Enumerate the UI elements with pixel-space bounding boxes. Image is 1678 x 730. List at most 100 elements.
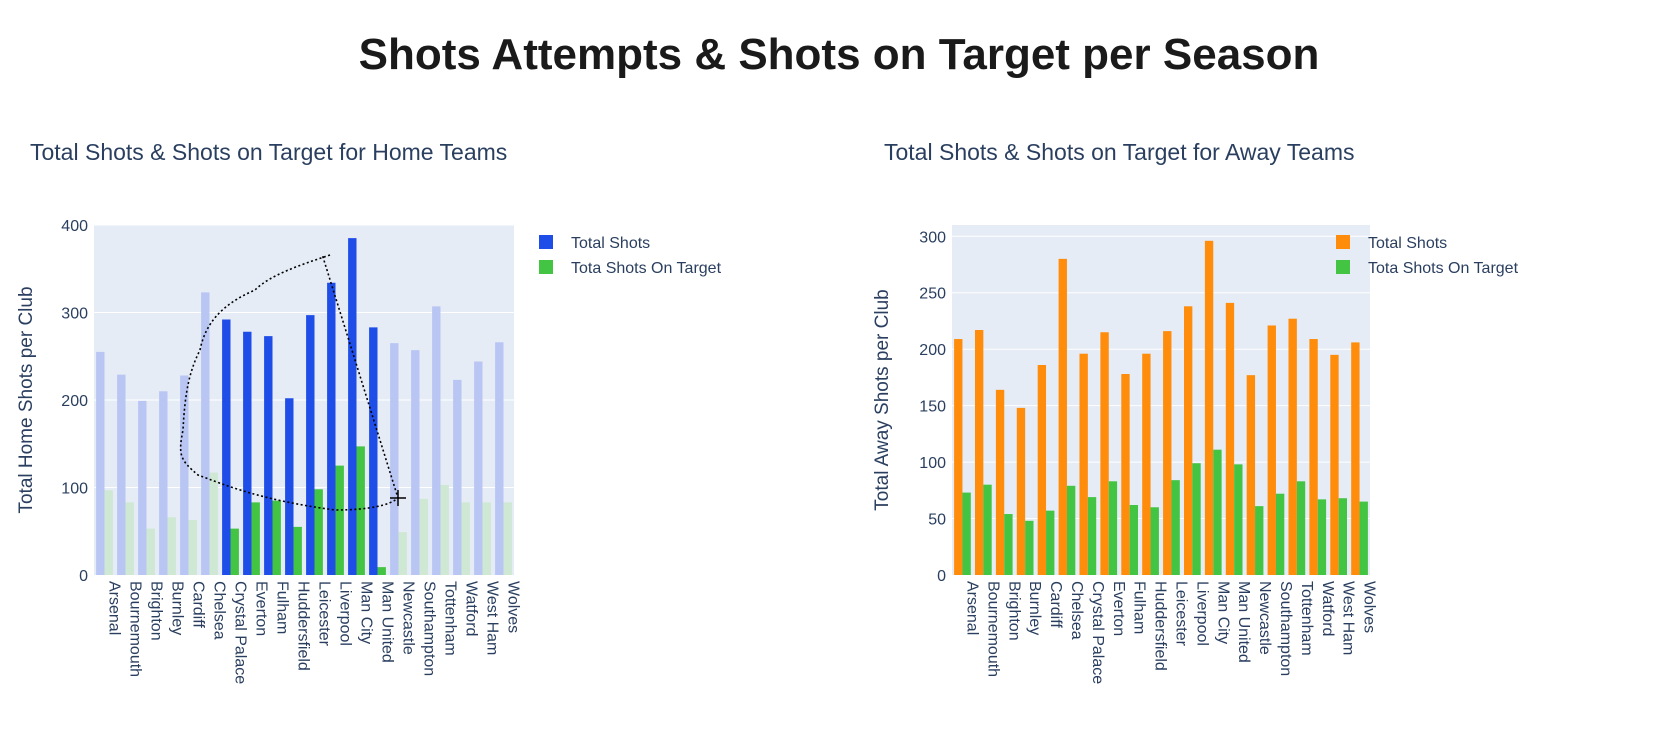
away-legend[interactable]: Total Shots Tota Shots On Target <box>1336 235 1519 277</box>
home-bar-tota-shots-on-target-huddersfield[interactable] <box>293 526 302 575</box>
away-bar-tota-shots-on-target-tottenham[interactable] <box>1296 481 1306 575</box>
home-bar-tota-shots-on-target-watford[interactable] <box>461 502 470 575</box>
home-bar-tota-shots-on-target-man-city[interactable] <box>356 446 365 575</box>
home-bar-total-shots-newcastle[interactable] <box>390 343 399 575</box>
home-bar-total-shots-bournemouth[interactable] <box>117 374 126 575</box>
away-bar-total-shots-everton[interactable] <box>1100 332 1109 575</box>
away-bar-total-shots-liverpool[interactable] <box>1183 306 1193 575</box>
away-bar-total-shots-arsenal[interactable] <box>954 339 963 575</box>
away-bar-tota-shots-on-target-fulham[interactable] <box>1129 505 1139 575</box>
home-bar-total-shots-liverpool[interactable] <box>327 282 336 575</box>
away-bar-tota-shots-on-target-man-united[interactable] <box>1234 464 1243 575</box>
away-bar-tota-shots-on-target-burnley[interactable] <box>1025 520 1034 575</box>
away-bar-tota-shots-on-target-huddersfield[interactable] <box>1150 507 1159 575</box>
home-legend-label-tota-shots-on-target[interactable]: Tota Shots On Target <box>571 260 722 277</box>
home-bar-tota-shots-on-target-man-united[interactable] <box>377 567 386 575</box>
home-legend[interactable]: Total Shots Tota Shots On Target <box>539 235 722 277</box>
home-bar-tota-shots-on-target-southampton[interactable] <box>419 498 428 575</box>
away-bar-total-shots-crystal-palace[interactable] <box>1079 353 1088 575</box>
home-bar-total-shots-tottenham[interactable] <box>432 306 441 575</box>
away-bar-tota-shots-on-target-crystal-palace[interactable] <box>1087 497 1097 575</box>
home-bar-tota-shots-on-target-leicester[interactable] <box>314 489 323 575</box>
away-bar-total-shots-chelsea[interactable] <box>1058 258 1067 575</box>
home-bar-tota-shots-on-target-crystal-palace[interactable] <box>230 528 239 575</box>
home-legend-swatch-total-shots[interactable] <box>539 235 553 249</box>
away-bar-total-shots-burnley[interactable] <box>1016 407 1026 575</box>
away-bar-tota-shots-on-target-cardiff[interactable] <box>1046 510 1055 575</box>
home-bar-total-shots-chelsea[interactable] <box>201 292 210 575</box>
home-bar-total-shots-man-united[interactable] <box>369 327 378 575</box>
away-bar-tota-shots-on-target-everton[interactable] <box>1108 481 1118 575</box>
away-plot-area[interactable] <box>952 225 1370 575</box>
away-x-axis: Arsenal Bournemouth Brighton Burnley Cardiff… <box>963 581 1377 684</box>
home-x-tick-label: Wolves <box>505 581 522 633</box>
away-bar-tota-shots-on-target-brighton[interactable] <box>1004 514 1013 575</box>
away-bar-tota-shots-on-target-bournemouth[interactable] <box>983 484 992 575</box>
home-bar-tota-shots-on-target-chelsea[interactable] <box>209 472 218 575</box>
away-bar-total-shots-leicester[interactable] <box>1163 331 1172 575</box>
away-bar-total-shots-southampton[interactable] <box>1267 325 1276 575</box>
away-bar-total-shots-bournemouth[interactable] <box>974 330 984 575</box>
away-bar-total-shots-man-united[interactable] <box>1225 302 1235 575</box>
away-legend-label-total-shots[interactable]: Total Shots <box>1368 235 1447 252</box>
home-bar-tota-shots-on-target-everton[interactable] <box>251 502 260 575</box>
home-bar-tota-shots-on-target-liverpool[interactable] <box>335 465 344 575</box>
away-bar-tota-shots-on-target-watford[interactable] <box>1317 499 1327 575</box>
home-bar-tota-shots-on-target-tottenham[interactable] <box>440 484 449 575</box>
home-bar-total-shots-watford[interactable] <box>453 379 462 575</box>
home-bar-tota-shots-on-target-brighton[interactable] <box>146 528 155 575</box>
away-bar-tota-shots-on-target-southampton[interactable] <box>1275 493 1285 575</box>
home-bar-tota-shots-on-target-burnley[interactable] <box>167 517 176 575</box>
home-bar-total-shots-huddersfield[interactable] <box>285 398 294 575</box>
home-legend-swatch-tota-shots-on-target[interactable] <box>539 260 553 274</box>
away-bar-total-shots-newcastle[interactable] <box>1246 375 1256 575</box>
home-bar-total-shots-southampton[interactable] <box>411 350 420 575</box>
away-bar-total-shots-cardiff[interactable] <box>1037 365 1047 575</box>
home-bar-total-shots-leicester[interactable] <box>306 315 315 575</box>
away-bar-total-shots-man-city[interactable] <box>1204 240 1214 575</box>
away-bar-tota-shots-on-target-chelsea[interactable] <box>1066 485 1076 575</box>
home-bar-total-shots-arsenal[interactable] <box>96 351 105 575</box>
home-bars[interactable] <box>96 238 512 575</box>
away-bar-total-shots-brighton[interactable] <box>995 389 1005 575</box>
home-bar-total-shots-everton[interactable] <box>243 331 252 575</box>
away-bar-total-shots-huddersfield[interactable] <box>1142 353 1151 575</box>
home-shots-chart[interactable]: Total Shots & Shots on Target for Home T… <box>0 130 830 710</box>
home-bar-total-shots-cardiff[interactable] <box>180 375 189 576</box>
home-x-tick-label: Liverpool <box>337 581 354 646</box>
away-bar-tota-shots-on-target-leicester[interactable] <box>1171 480 1180 575</box>
home-bar-tota-shots-on-target-west-ham[interactable] <box>482 502 491 575</box>
away-legend-label-tota-shots-on-target[interactable]: Tota Shots On Target <box>1368 260 1519 277</box>
home-bar-total-shots-man-city[interactable] <box>348 238 357 575</box>
home-bar-tota-shots-on-target-wolves[interactable] <box>503 502 512 575</box>
home-bar-total-shots-crystal-palace[interactable] <box>222 319 231 576</box>
home-bar-tota-shots-on-target-fulham[interactable] <box>272 500 281 575</box>
away-bar-total-shots-fulham[interactable] <box>1121 374 1130 575</box>
home-bar-tota-shots-on-target-arsenal[interactable] <box>104 490 113 575</box>
away-shots-chart[interactable]: Total Shots & Shots on Target for Away T… <box>852 130 1678 710</box>
home-bar-total-shots-wolves[interactable] <box>495 342 504 575</box>
home-bar-total-shots-west-ham[interactable] <box>474 361 483 576</box>
home-bar-total-shots-brighton[interactable] <box>138 400 147 575</box>
home-bar-total-shots-burnley[interactable] <box>159 391 168 575</box>
away-y-axis: 0 50 100 150 200 250 300 <box>919 229 946 585</box>
home-bar-tota-shots-on-target-cardiff[interactable] <box>188 519 197 575</box>
away-bar-total-shots-wolves[interactable] <box>1351 342 1360 575</box>
away-bar-tota-shots-on-target-newcastle[interactable] <box>1255 506 1264 575</box>
away-bar-tota-shots-on-target-arsenal[interactable] <box>962 492 971 575</box>
away-bars[interactable] <box>954 240 1368 575</box>
away-legend-swatch-total-shots[interactable] <box>1336 235 1350 249</box>
away-bar-total-shots-west-ham[interactable] <box>1330 354 1339 575</box>
away-bar-tota-shots-on-target-wolves[interactable] <box>1359 501 1368 575</box>
away-bar-tota-shots-on-target-liverpool[interactable] <box>1192 463 1201 575</box>
away-legend-swatch-tota-shots-on-target[interactable] <box>1336 260 1350 274</box>
away-bar-total-shots-watford[interactable] <box>1309 339 1318 575</box>
away-bar-total-shots-tottenham[interactable] <box>1288 318 1297 575</box>
away-bar-tota-shots-on-target-west-ham[interactable] <box>1338 498 1348 575</box>
home-bar-tota-shots-on-target-bournemouth[interactable] <box>125 502 134 575</box>
home-legend-label-total-shots[interactable]: Total Shots <box>571 235 650 252</box>
away-bar-tota-shots-on-target-man-city[interactable] <box>1213 449 1222 575</box>
home-bar-total-shots-fulham[interactable] <box>264 336 273 575</box>
home-bar-tota-shots-on-target-newcastle[interactable] <box>398 532 407 575</box>
home-x-tick-label: Bournemouth <box>127 581 144 677</box>
